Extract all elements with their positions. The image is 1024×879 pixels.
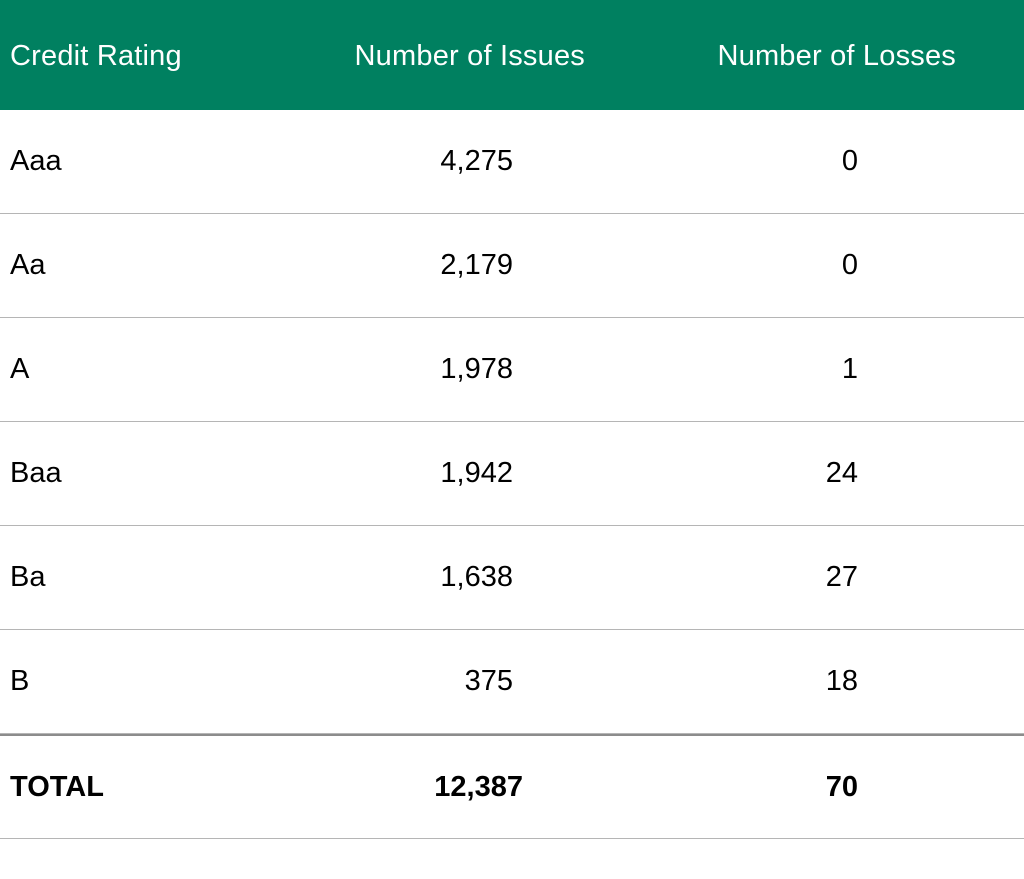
rating-cell: A bbox=[10, 353, 30, 385]
losses-cell: 24 bbox=[825, 457, 858, 489]
rating-cell: Aa bbox=[10, 249, 46, 281]
header-number-of-losses: Number of Losses bbox=[717, 39, 956, 72]
issues-cell: 375 bbox=[464, 665, 513, 697]
header-credit-rating: Credit Rating bbox=[10, 39, 182, 72]
issues-cell: 2,179 bbox=[440, 249, 513, 281]
table-row: Baa 1,942 24 bbox=[0, 422, 1024, 526]
header-number-of-issues: Number of Issues bbox=[354, 39, 585, 72]
table-row: Aaa 4,275 0 bbox=[0, 110, 1024, 214]
total-label: TOTAL bbox=[10, 770, 104, 803]
table-row: A 1,978 1 bbox=[0, 318, 1024, 422]
losses-cell: 0 bbox=[841, 145, 858, 177]
table-header: Credit Rating Number of Issues Number of… bbox=[0, 0, 1024, 110]
rating-cell: Aaa bbox=[10, 145, 62, 177]
table-row: Ba 1,638 27 bbox=[0, 526, 1024, 630]
issues-cell: 1,942 bbox=[440, 457, 513, 489]
losses-cell: 0 bbox=[841, 249, 858, 281]
total-issues: 12,387 bbox=[434, 770, 523, 803]
rating-cell: Baa bbox=[10, 457, 62, 489]
table-row: B 375 18 bbox=[0, 630, 1024, 734]
credit-rating-table: Credit Rating Number of Issues Number of… bbox=[0, 0, 1024, 839]
total-losses: 70 bbox=[825, 770, 858, 803]
issues-cell: 4,275 bbox=[440, 145, 513, 177]
rating-cell: B bbox=[10, 665, 30, 697]
rating-cell: Ba bbox=[10, 561, 46, 593]
table-row: Aa 2,179 0 bbox=[0, 214, 1024, 318]
losses-cell: 27 bbox=[825, 561, 858, 593]
losses-cell: 18 bbox=[825, 665, 858, 697]
total-row: TOTAL 12,387 70 bbox=[0, 734, 1024, 839]
losses-cell: 1 bbox=[841, 353, 858, 385]
issues-cell: 1,638 bbox=[440, 561, 513, 593]
issues-cell: 1,978 bbox=[440, 353, 513, 385]
